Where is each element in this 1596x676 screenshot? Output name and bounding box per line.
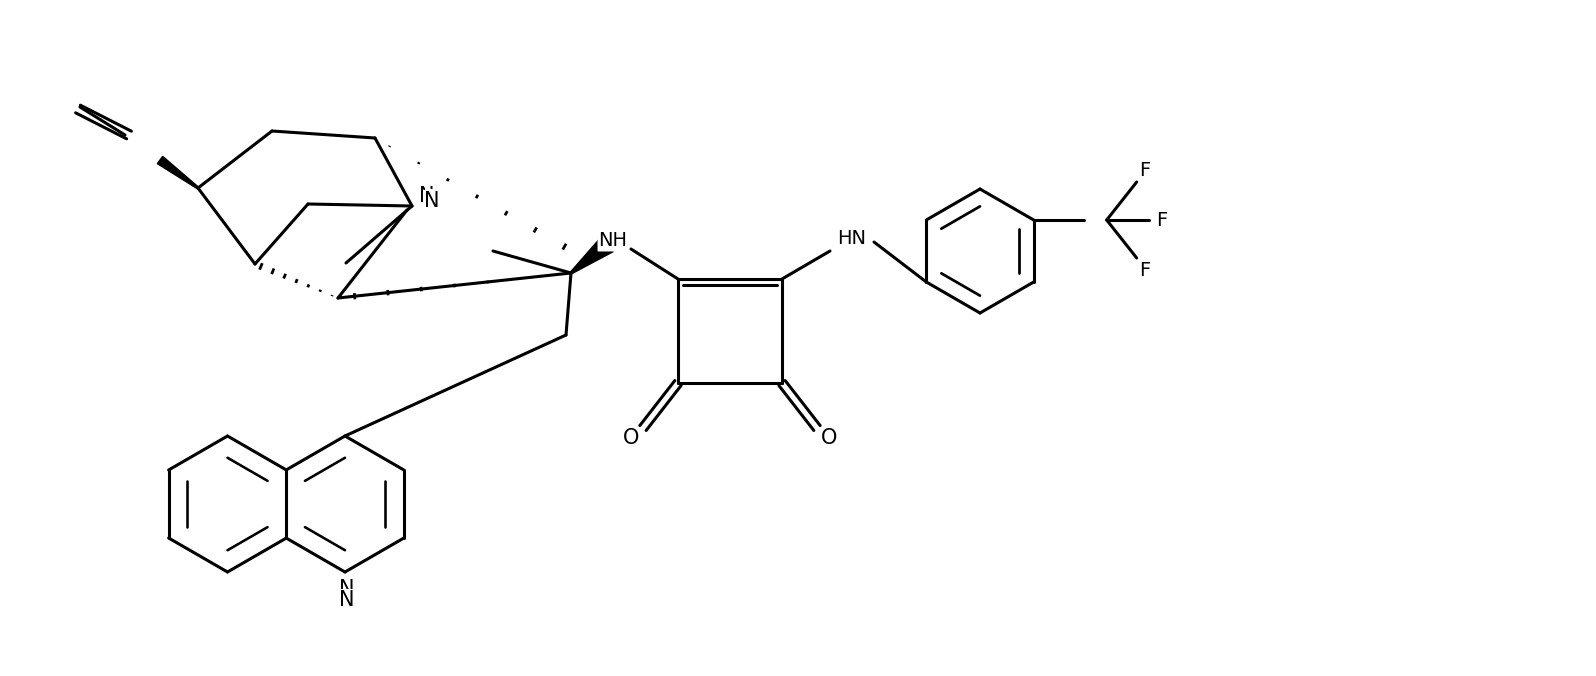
Text: N: N xyxy=(340,579,354,599)
Text: N: N xyxy=(340,590,354,610)
Polygon shape xyxy=(570,245,613,274)
Text: HN: HN xyxy=(838,229,867,249)
Text: F: F xyxy=(1140,160,1151,180)
Text: O: O xyxy=(820,428,838,448)
Polygon shape xyxy=(158,156,198,189)
Text: N: N xyxy=(425,191,439,211)
Text: N: N xyxy=(420,186,434,206)
Text: N: N xyxy=(426,190,442,210)
Text: F: F xyxy=(1140,260,1151,279)
Polygon shape xyxy=(570,233,611,274)
Text: NH: NH xyxy=(598,231,627,251)
Text: F: F xyxy=(1156,210,1167,229)
Text: O: O xyxy=(622,428,638,448)
